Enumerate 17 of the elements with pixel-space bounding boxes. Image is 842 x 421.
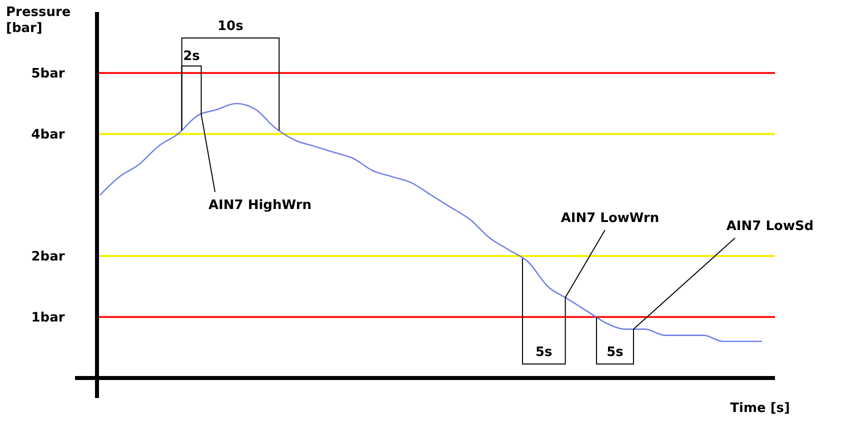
annotation: 10s <box>218 19 244 34</box>
x-axis-title: Time [s] <box>730 401 790 416</box>
annotation: AIN7 LowWrn <box>560 211 660 226</box>
annotation: 5s <box>536 345 553 360</box>
y-tick-label: 1bar <box>31 310 66 326</box>
y-axis-title: Pressure [bar] <box>6 5 71 36</box>
bracket: 5s <box>596 316 634 364</box>
y-tick-label: 2bar <box>31 250 66 265</box>
annotation: 5s <box>606 345 624 360</box>
line-series <box>99 102 763 342</box>
y-tick-label: 4bar <box>31 128 66 143</box>
annotation: AIN7 HighWrn <box>208 198 312 213</box>
annotation: AIN7 LowSd <box>726 219 814 234</box>
annotation: 2s <box>183 49 200 64</box>
y-tick-label: 5bar <box>31 66 66 82</box>
bracket: 2s <box>181 49 202 131</box>
bracket: 5s <box>522 258 566 364</box>
